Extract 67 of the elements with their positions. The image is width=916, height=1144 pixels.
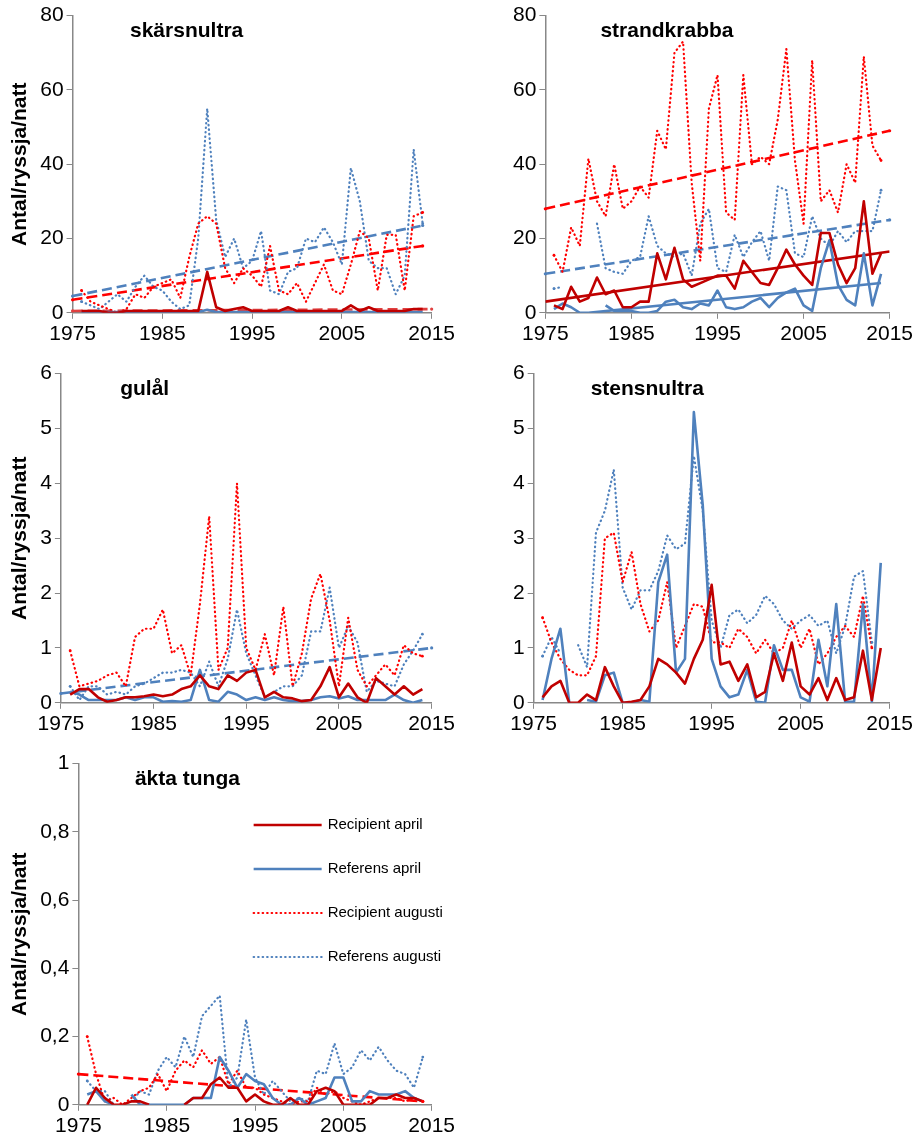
y-tick-label: 60 xyxy=(513,76,537,100)
x-tick-label: 1975 xyxy=(55,1113,102,1137)
y-tick-label: 5 xyxy=(40,415,52,439)
y-tick-label: 1 xyxy=(40,634,52,658)
y-axis-title: Antal/ryssja/natt xyxy=(7,456,31,620)
x-tick-label: 2005 xyxy=(315,711,363,735)
x-tick-label: 1985 xyxy=(143,1113,191,1137)
y-tick-label: 60 xyxy=(40,76,64,100)
x-tick-label: 1975 xyxy=(522,321,569,345)
y-tick-label: 4 xyxy=(512,470,525,494)
x-tick-label: 2015 xyxy=(408,1113,455,1137)
y-tick-label: 0 xyxy=(57,1091,70,1115)
x-tick-label: 2015 xyxy=(408,321,455,345)
y-tick-label: 2 xyxy=(40,579,52,603)
x-tick-label: 1995 xyxy=(228,321,276,345)
chart-title: stensnultra xyxy=(590,376,705,400)
y-tick-label: 6 xyxy=(512,360,525,384)
legend-label: Referens augusti xyxy=(327,947,442,965)
x-tick-label: 1985 xyxy=(138,321,186,345)
x-tick-label: 2015 xyxy=(866,321,913,345)
y-tick-label: 0,8 xyxy=(40,818,70,842)
y-tick-label: 0 xyxy=(51,299,64,323)
x-tick-label: 2005 xyxy=(780,321,827,345)
y-tick-label: 20 xyxy=(40,225,64,249)
y-tick-label: 3 xyxy=(512,525,525,548)
chart-title: strandkrabba xyxy=(600,18,734,42)
legend-label: Referens april xyxy=(327,859,422,877)
y-tick-label: 80 xyxy=(513,2,537,26)
y-tick-label: 1 xyxy=(57,750,70,774)
x-tick-label: 2005 xyxy=(777,711,825,735)
y-tick-label: 0 xyxy=(524,299,537,323)
y-tick-label: 0 xyxy=(512,689,525,713)
x-tick-label: 1995 xyxy=(231,1113,279,1137)
x-tick-label: 2005 xyxy=(318,321,366,345)
y-tick-label: 0,6 xyxy=(40,886,70,910)
y-axis-title: Antal/ryssja/natt xyxy=(7,82,31,246)
x-tick-label: 1995 xyxy=(694,321,741,345)
legend-label: Recipient april xyxy=(327,815,423,833)
x-tick-label: 1975 xyxy=(510,711,558,735)
chart-title: äkta tunga xyxy=(134,766,241,790)
y-tick-label: 5 xyxy=(512,415,525,439)
y-tick-label: 0,2 xyxy=(40,1023,70,1047)
x-tick-label: 1995 xyxy=(688,711,736,735)
chart-title: gulål xyxy=(120,376,170,400)
y-tick-label: 20 xyxy=(513,225,537,249)
x-tick-label: 1975 xyxy=(49,321,96,345)
x-tick-label: 1975 xyxy=(37,711,85,735)
x-tick-label: 2015 xyxy=(408,711,455,735)
y-tick-label: 80 xyxy=(40,2,64,26)
y-tick-label: 0 xyxy=(40,689,52,713)
y-tick-label: 1 xyxy=(512,634,525,658)
y-tick-label: 2 xyxy=(512,579,525,603)
y-tick-label: 4 xyxy=(40,470,53,494)
y-tick-label: 40 xyxy=(513,151,537,174)
y-tick-label: 6 xyxy=(40,360,52,384)
y-tick-label: 0,4 xyxy=(40,955,70,979)
y-tick-label: 40 xyxy=(40,151,64,174)
x-tick-label: 2015 xyxy=(866,711,913,735)
x-tick-label: 1985 xyxy=(608,321,655,345)
chart-title: skärsnultra xyxy=(130,18,244,42)
x-tick-label: 2005 xyxy=(319,1113,367,1137)
x-tick-label: 1985 xyxy=(599,711,647,735)
y-tick-label: 3 xyxy=(40,525,52,548)
x-tick-label: 1995 xyxy=(222,711,270,735)
x-tick-label: 1985 xyxy=(130,711,177,735)
y-axis-title: Antal/ryssja/natt xyxy=(7,852,31,1016)
legend-label: Recipient augusti xyxy=(327,903,443,921)
